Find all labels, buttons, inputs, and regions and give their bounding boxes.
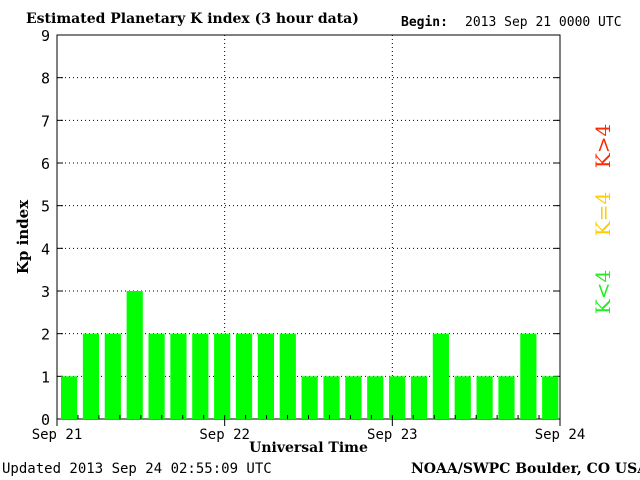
kp-bar: [235, 333, 253, 419]
kp-bar: [454, 376, 471, 419]
kp-bar: [498, 376, 515, 419]
y-tick-label: 2: [41, 326, 50, 344]
y-tick-label: 3: [41, 283, 50, 301]
x-axis-label: Universal Time: [249, 440, 368, 456]
kp-bar: [126, 291, 143, 419]
begin-label: Begin:: [401, 15, 448, 30]
updated-timestamp: Updated 2013 Sep 24 02:55:09 UTC: [2, 461, 272, 477]
kp-bar: [170, 333, 187, 419]
kp-bar: [520, 333, 537, 419]
y-tick-label: 7: [41, 112, 50, 130]
kp-bar: [61, 376, 78, 419]
kp-bar: [148, 333, 165, 419]
x-tick-label: Sep 23: [367, 427, 418, 443]
kp-bar: [345, 376, 362, 419]
y-tick-label: 1: [41, 368, 50, 386]
kp-bar: [257, 333, 275, 419]
legend-k-lt-4: K<4: [591, 270, 615, 314]
kp-bar: [214, 333, 231, 419]
y-tick-label: 5: [41, 198, 50, 216]
x-tick-label: Sep 24: [535, 427, 586, 443]
kp-bar: [432, 333, 449, 419]
kp-bar: [389, 376, 406, 419]
kp-bar: [279, 333, 296, 419]
y-tick-label: 9: [41, 27, 50, 45]
y-axis-label: Kp index: [14, 199, 32, 274]
kp-bar: [410, 376, 428, 419]
y-tick-label: 4: [41, 240, 50, 258]
x-tick-label: Sep 22: [199, 427, 250, 443]
kp-bar: [192, 333, 209, 419]
x-tick-label: Sep 21: [32, 427, 83, 443]
footer-org: NOAA/SWPC Boulder, CO USA: [411, 461, 640, 477]
y-tick-label: 6: [41, 155, 50, 173]
kp-bar: [323, 376, 340, 419]
kp-bar: [301, 376, 318, 419]
kp-bar: [104, 333, 121, 419]
begin-value: 2013 Sep 21 0000 UTC: [465, 15, 622, 30]
y-tick-label: 0: [41, 411, 50, 429]
legend-k-eq-4: K=4: [591, 192, 615, 236]
chart-title: Estimated Planetary K index (3 hour data…: [26, 11, 359, 27]
kp-bar: [367, 376, 384, 419]
legend-k-gt-4: K>4: [591, 124, 615, 168]
kp-bar: [82, 333, 100, 419]
y-tick-label: 8: [41, 70, 50, 88]
kp-bar: [542, 376, 559, 419]
kp-bar: [476, 376, 493, 419]
